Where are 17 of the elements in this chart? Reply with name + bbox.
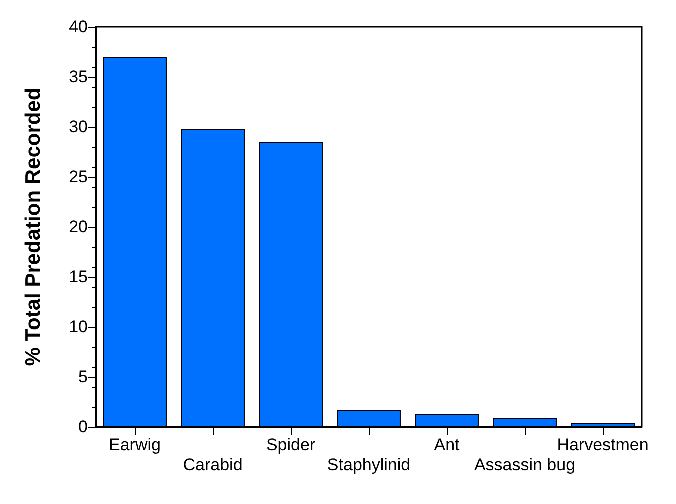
y-tick-label: 15: [69, 268, 88, 286]
x-tick-label: Staphylinid: [327, 456, 411, 474]
y-tick-label: 35: [69, 68, 88, 86]
y-tick-label: 30: [69, 118, 88, 136]
y-tick-label: 10: [69, 318, 88, 336]
x-tick-label: Spider: [266, 436, 316, 454]
y-tick-label: 25: [69, 168, 88, 186]
y-tick-label: 5: [78, 368, 88, 386]
y-tick-label: 40: [69, 18, 88, 36]
x-tick-label: Carabid: [183, 456, 243, 474]
y-axis-title: % Total Predation Recorded: [22, 88, 45, 366]
x-tick-label: Harvestmen: [557, 436, 649, 454]
y-tick-label: 0: [78, 418, 88, 436]
x-tick-label: Assassin bug: [474, 456, 576, 474]
x-tick-label: Earwig: [109, 436, 161, 454]
x-tick-label: Ant: [434, 436, 460, 454]
y-tick-label: 20: [69, 218, 88, 236]
